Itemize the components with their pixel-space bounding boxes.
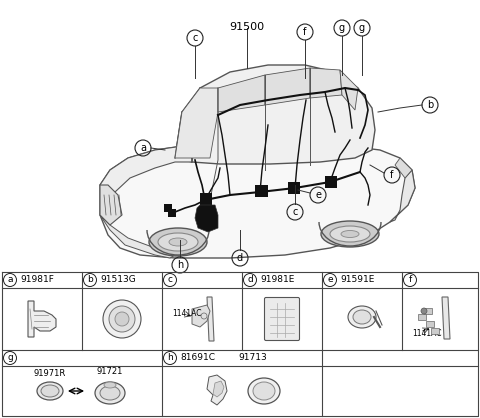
Text: 91500: 91500 xyxy=(229,22,264,32)
Polygon shape xyxy=(100,215,175,258)
Ellipse shape xyxy=(348,306,376,328)
Polygon shape xyxy=(164,204,172,212)
Ellipse shape xyxy=(109,306,135,332)
Ellipse shape xyxy=(115,312,129,326)
Polygon shape xyxy=(418,314,426,320)
Text: 91981F: 91981F xyxy=(20,275,54,285)
Ellipse shape xyxy=(253,382,275,400)
Polygon shape xyxy=(200,193,212,205)
Ellipse shape xyxy=(169,238,187,246)
FancyBboxPatch shape xyxy=(264,298,300,341)
Text: 81691C: 81691C xyxy=(180,354,215,362)
Text: d: d xyxy=(247,275,253,285)
Text: 91713: 91713 xyxy=(238,354,267,362)
Ellipse shape xyxy=(321,221,379,247)
Text: 91971R: 91971R xyxy=(34,369,66,377)
Ellipse shape xyxy=(330,226,370,242)
Ellipse shape xyxy=(149,228,207,256)
Text: d: d xyxy=(237,253,243,263)
Polygon shape xyxy=(100,145,192,192)
Polygon shape xyxy=(207,375,227,405)
Polygon shape xyxy=(218,75,265,112)
Polygon shape xyxy=(175,65,375,164)
Ellipse shape xyxy=(353,310,371,324)
Text: 1141AC: 1141AC xyxy=(172,309,202,319)
Ellipse shape xyxy=(248,378,280,404)
Circle shape xyxy=(421,308,427,314)
Polygon shape xyxy=(100,185,122,225)
Text: a: a xyxy=(7,275,13,285)
Ellipse shape xyxy=(37,382,63,400)
Text: b: b xyxy=(427,100,433,110)
Polygon shape xyxy=(255,185,268,197)
Text: 91591E: 91591E xyxy=(340,275,374,285)
Polygon shape xyxy=(207,297,214,341)
Text: c: c xyxy=(192,33,198,43)
Polygon shape xyxy=(192,305,210,327)
Polygon shape xyxy=(265,68,310,105)
Polygon shape xyxy=(288,182,300,194)
Ellipse shape xyxy=(100,386,120,400)
Text: 91721: 91721 xyxy=(97,367,123,375)
Text: c: c xyxy=(292,207,298,217)
Text: f: f xyxy=(303,27,307,37)
Text: 91513G: 91513G xyxy=(100,275,136,285)
Polygon shape xyxy=(424,308,432,314)
Polygon shape xyxy=(195,205,218,232)
Text: a: a xyxy=(140,143,146,153)
Polygon shape xyxy=(28,301,56,337)
Text: c: c xyxy=(168,275,172,285)
Polygon shape xyxy=(442,297,450,339)
Text: g: g xyxy=(7,354,13,362)
Polygon shape xyxy=(213,381,224,397)
Text: b: b xyxy=(87,275,93,285)
Ellipse shape xyxy=(104,382,116,388)
Text: h: h xyxy=(167,354,173,362)
Polygon shape xyxy=(426,321,434,327)
Polygon shape xyxy=(325,176,337,188)
Polygon shape xyxy=(168,209,176,217)
Polygon shape xyxy=(395,158,412,178)
Polygon shape xyxy=(340,70,358,110)
Ellipse shape xyxy=(103,300,141,338)
Polygon shape xyxy=(100,143,415,258)
Text: 91981E: 91981E xyxy=(260,275,294,285)
Text: e: e xyxy=(327,275,333,285)
Polygon shape xyxy=(310,68,342,98)
Text: g: g xyxy=(339,23,345,33)
Polygon shape xyxy=(431,328,439,334)
Text: 1141AC: 1141AC xyxy=(412,329,442,337)
Polygon shape xyxy=(175,88,218,158)
Text: f: f xyxy=(408,275,412,285)
Text: f: f xyxy=(390,170,394,180)
Text: e: e xyxy=(315,190,321,200)
Ellipse shape xyxy=(158,233,198,251)
Polygon shape xyxy=(390,170,415,222)
Text: g: g xyxy=(359,23,365,33)
Ellipse shape xyxy=(341,230,359,237)
Ellipse shape xyxy=(41,385,59,397)
Ellipse shape xyxy=(95,382,125,404)
Text: h: h xyxy=(177,260,183,270)
